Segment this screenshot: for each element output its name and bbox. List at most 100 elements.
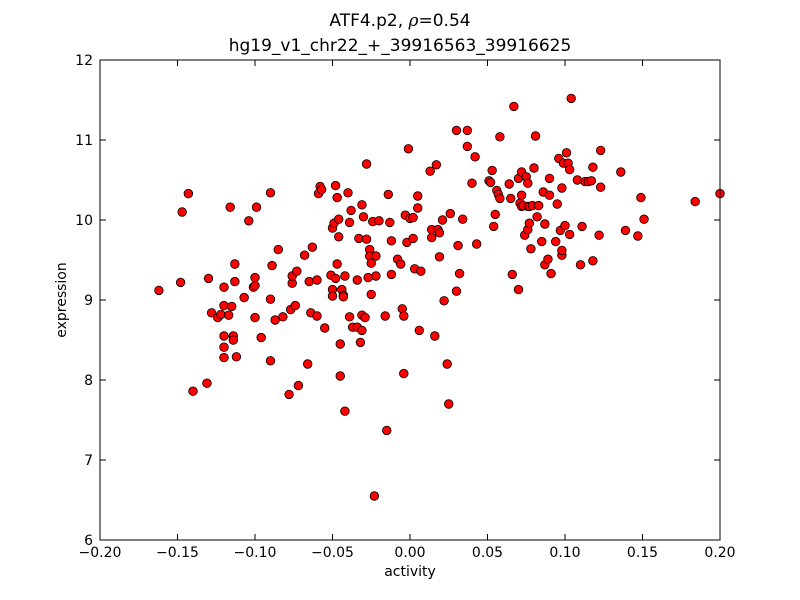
data-point <box>588 256 598 266</box>
data-point <box>273 244 283 255</box>
data-point <box>529 163 539 173</box>
data-point <box>442 359 452 369</box>
data-point <box>371 251 381 261</box>
data-point <box>219 352 229 363</box>
data-point <box>327 291 338 301</box>
data-point <box>454 268 465 279</box>
data-point <box>380 311 390 321</box>
data-point <box>451 286 462 296</box>
data-point <box>382 425 392 436</box>
data-point <box>230 276 240 287</box>
x-tick-label: −0.15 <box>156 545 199 561</box>
x-tick-label: −0.10 <box>234 545 277 561</box>
y-tick-label: 12 <box>75 53 93 69</box>
data-point <box>552 199 562 209</box>
y-tick-label: 7 <box>84 453 93 469</box>
data-point <box>544 173 555 184</box>
data-point <box>633 231 643 241</box>
data-point <box>560 220 570 231</box>
data-point <box>575 260 586 270</box>
data-point <box>177 207 187 217</box>
data-point <box>544 190 555 200</box>
data-point <box>495 132 505 142</box>
data-point <box>385 217 395 228</box>
data-point <box>594 230 604 240</box>
data-point <box>526 244 536 254</box>
data-point <box>206 308 217 318</box>
data-point <box>425 166 435 176</box>
data-point <box>340 406 350 416</box>
data-point <box>396 259 406 269</box>
data-point <box>312 311 322 321</box>
data-point <box>330 180 341 191</box>
data-point <box>239 292 249 303</box>
data-point <box>413 191 423 201</box>
data-point <box>154 285 164 296</box>
data-point <box>490 209 500 220</box>
data-point <box>223 310 234 320</box>
data-point <box>595 182 606 192</box>
data-point <box>293 380 304 391</box>
data-point <box>416 266 426 276</box>
y-tick-label: 10 <box>75 213 93 229</box>
data-point <box>543 254 553 264</box>
data-point <box>244 216 254 226</box>
data-point <box>507 269 518 280</box>
data-point <box>256 332 266 343</box>
data-point <box>231 352 242 362</box>
data-point <box>284 389 294 400</box>
data-point <box>399 368 409 379</box>
data-point <box>509 101 519 112</box>
data-point <box>458 214 468 224</box>
data-point <box>462 141 473 152</box>
data-point <box>414 325 425 336</box>
data-point <box>352 275 363 285</box>
rho-value: =0.54 <box>418 11 471 31</box>
y-tick-label: 6 <box>84 533 93 549</box>
data-point <box>216 309 226 320</box>
x-axis-label: activity <box>384 564 436 580</box>
data-point <box>413 203 423 213</box>
x-tick-label: 0.00 <box>394 545 425 561</box>
data-point <box>265 356 276 366</box>
data-point <box>299 250 310 260</box>
data-point <box>586 176 597 186</box>
data-point <box>335 371 345 381</box>
data-point <box>572 175 583 185</box>
data-point <box>357 325 367 336</box>
data-point <box>430 331 440 341</box>
data-point <box>551 236 561 247</box>
data-point <box>265 188 276 198</box>
data-point <box>445 208 456 219</box>
chart-title-name: ATF4.p2, <box>329 11 404 31</box>
data-point <box>312 275 322 285</box>
data-point <box>532 212 542 222</box>
data-point <box>344 312 355 322</box>
data-point <box>338 292 349 302</box>
y-tick-label: 11 <box>75 133 93 149</box>
data-point <box>307 242 318 252</box>
data-point <box>439 296 449 306</box>
y-tick-label: 8 <box>84 373 93 389</box>
data-point <box>467 178 477 188</box>
data-point <box>203 273 214 284</box>
data-point <box>366 289 376 300</box>
data-point <box>540 219 550 229</box>
x-tick-label: 0.10 <box>549 545 580 561</box>
data-point <box>530 131 541 141</box>
data-point <box>453 240 463 251</box>
data-point <box>334 232 344 242</box>
data-point <box>219 300 229 311</box>
data-point <box>250 280 260 291</box>
data-point <box>434 252 445 262</box>
data-point <box>557 183 567 193</box>
data-point <box>343 188 353 198</box>
data-point <box>344 217 355 228</box>
data-point <box>444 399 454 409</box>
data-point <box>564 229 575 240</box>
data-point <box>320 323 330 333</box>
data-point <box>334 214 344 224</box>
data-point <box>330 273 341 284</box>
data-point <box>386 236 397 246</box>
